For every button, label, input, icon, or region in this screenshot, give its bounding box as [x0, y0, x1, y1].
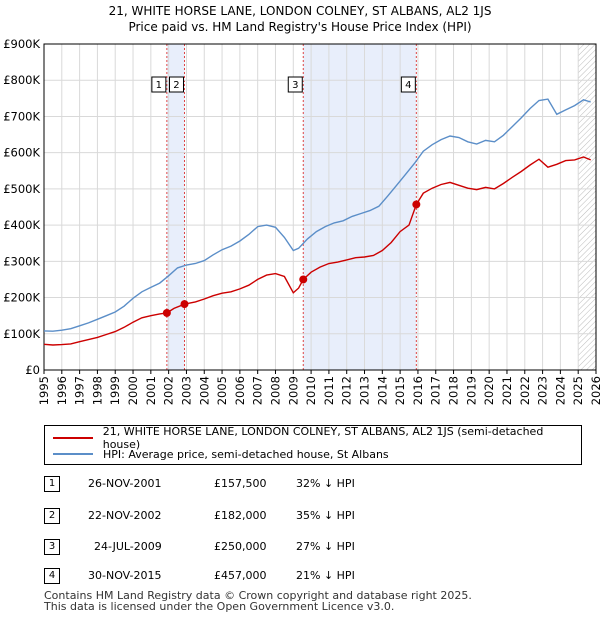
chart-subtitle: Price paid vs. HM Land Registry's House … [128, 20, 472, 34]
legend-swatch-property [53, 437, 93, 439]
y-tick-label: £400K [3, 218, 40, 232]
price-chart: £0 £100K £200K £300K £400K £500K £600K £700K £80… [3, 37, 600, 405]
legend-label-hpi: HPI: Average price, semi-detached house,… [103, 447, 389, 461]
legend-swatch-hpi [53, 453, 93, 455]
y-tick-label: £0 [25, 363, 40, 377]
y-tick-label: £300K [3, 254, 40, 268]
x-tick-label: 1999 [108, 376, 122, 405]
sale-price: £157,500 [214, 477, 267, 490]
x-tick-label: 2026 [589, 376, 600, 405]
sale-row: 2 22-NOV-2002 £182,000 35% ↓ HPI [0, 506, 600, 526]
sale-hpi-diff: 32% ↓ HPI [296, 477, 355, 490]
y-tick-label: £500K [3, 182, 40, 196]
sale-date: 22-NOV-2002 [88, 509, 162, 522]
x-tick-label: 1995 [37, 376, 51, 405]
hpi-line [43, 98, 591, 332]
sale-point [162, 308, 171, 317]
sale-number-badge: 4 [44, 568, 60, 584]
sale-label-number: 1 [156, 80, 162, 91]
x-tick-label: 2008 [268, 376, 282, 405]
x-tick-label: 2020 [482, 376, 496, 405]
x-tick-label: 2022 [518, 376, 532, 405]
x-tick-label: 2000 [126, 376, 140, 405]
x-tick-label: 2001 [144, 376, 158, 405]
x-tick-label: 1997 [73, 376, 87, 405]
footer-line-2: This data is licensed under the Open Gov… [44, 600, 395, 613]
x-tick-label: 2006 [233, 376, 247, 405]
y-tick-label: £600K [3, 146, 40, 160]
sale-label-box [287, 76, 303, 93]
sale-point [299, 275, 308, 284]
sale-point [180, 300, 189, 309]
chart-title: 21, WHITE HORSE LANE, LONDON COLNEY, ST … [108, 4, 492, 18]
x-tick-label: 2003 [179, 376, 193, 405]
x-tick-label: 2004 [197, 376, 211, 405]
x-tick-label: 2005 [215, 376, 229, 405]
sale-number-badge: 3 [44, 539, 60, 555]
sale-row: 4 30-NOV-2015 £457,000 21% ↓ HPI [0, 566, 600, 586]
sale-date: 30-NOV-2015 [88, 569, 162, 582]
y-tick-label: £100K [3, 327, 40, 341]
sale-label-box [400, 76, 416, 93]
x-tick-label: 2013 [358, 376, 372, 405]
x-tick-label: 2018 [447, 376, 461, 405]
chart-title-block: 21, WHITE HORSE LANE, LONDON COLNEY, ST … [0, 3, 600, 35]
sale-row: 3 24-JUL-2009 £250,000 27% ↓ HPI [0, 537, 600, 557]
x-tick-label: 2021 [500, 376, 514, 405]
legend-label-property: 21, WHITE HORSE LANE, LONDON COLNEY, ST … [102, 425, 544, 451]
sale-number-badge: 2 [44, 508, 60, 524]
x-tick-label: 2010 [304, 376, 318, 405]
x-tick-label: 1998 [90, 376, 104, 405]
sale-price: £457,000 [214, 569, 267, 582]
x-tick-label: 2017 [429, 376, 443, 405]
y-tick-label: £200K [3, 291, 40, 305]
sale-label-box [151, 76, 167, 93]
x-tick-label: 2019 [464, 376, 478, 405]
shaded-period [166, 44, 185, 370]
sale-label-number: 4 [405, 80, 411, 91]
sale-label-number: 2 [173, 80, 179, 91]
sale-label-number: 3 [292, 80, 298, 91]
legend-item-hpi: HPI: Average price, semi-detached house,… [53, 446, 389, 462]
legend-item-property: 21, WHITE HORSE LANE, LONDON COLNEY, ST … [53, 425, 581, 451]
x-tick-label: 2014 [375, 376, 389, 405]
sale-price: £182,000 [214, 509, 267, 522]
sale-hpi-diff: 27% ↓ HPI [296, 540, 355, 553]
x-tick-label: 2016 [411, 376, 425, 405]
x-tick-label: 2011 [322, 376, 336, 405]
x-tick-label: 2007 [251, 376, 265, 405]
sale-label-box [168, 76, 184, 93]
x-tick-label: 2023 [536, 376, 550, 405]
footer-line-1: Contains HM Land Registry data © Crown c… [44, 589, 472, 602]
hatched-region [578, 44, 596, 370]
sale-date: 26-NOV-2001 [88, 477, 162, 490]
x-tick-label: 1996 [55, 376, 69, 405]
sale-number-badge: 1 [44, 476, 60, 492]
sale-price: £250,000 [214, 540, 267, 553]
footer-attribution: Contains HM Land Registry data © Crown c… [44, 590, 472, 612]
y-tick-label: £800K [3, 73, 40, 87]
x-tick-label: 2002 [162, 376, 176, 405]
sale-date: 24-JUL-2009 [94, 540, 162, 553]
y-tick-label: £700K [3, 109, 40, 123]
x-tick-label: 2015 [393, 376, 407, 405]
x-tick-label: 2024 [553, 376, 567, 405]
x-tick-label: 2009 [286, 376, 300, 405]
sale-point [412, 200, 421, 209]
x-tick-label: 2025 [571, 376, 585, 405]
sale-hpi-diff: 35% ↓ HPI [296, 509, 355, 522]
y-tick-label: £900K [3, 37, 40, 51]
sale-hpi-diff: 21% ↓ HPI [296, 569, 355, 582]
price-paid-line [43, 156, 591, 346]
shaded-period [303, 44, 417, 370]
chart-legend: 21, WHITE HORSE LANE, LONDON COLNEY, ST … [44, 425, 582, 465]
sale-row: 1 26-NOV-2001 £157,500 32% ↓ HPI [0, 474, 600, 494]
x-tick-label: 2012 [340, 376, 354, 405]
plot-frame [43, 43, 597, 371]
